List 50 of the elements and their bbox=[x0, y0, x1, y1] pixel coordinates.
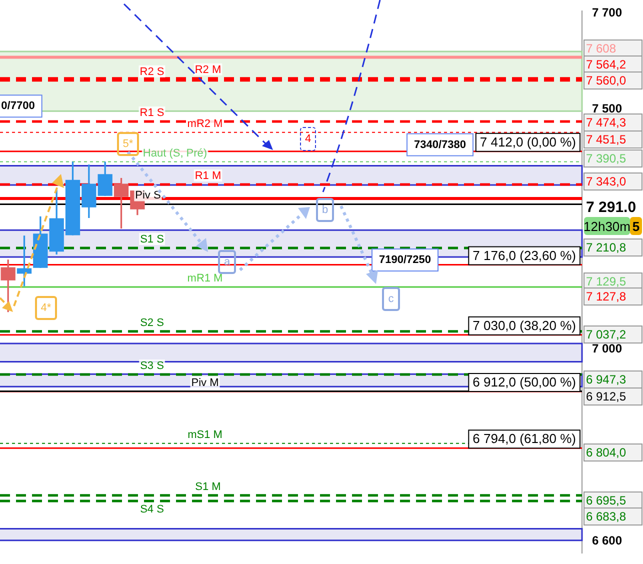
text: 7 474,3 bbox=[586, 115, 626, 130]
text: 6 804,0 bbox=[586, 445, 626, 460]
ref-line-label: 6 794,0 (61,80 %) bbox=[472, 431, 576, 446]
y-tick-label: 7 000 bbox=[592, 342, 622, 356]
band-label: 7190/7250 bbox=[379, 254, 431, 266]
annotation: c bbox=[382, 287, 400, 311]
y-tick-label: 7 700 bbox=[592, 5, 622, 20]
band-label: 0/7700 bbox=[1, 100, 35, 112]
ref-line-label: Piv M bbox=[191, 376, 219, 389]
ref-line-label: R2 M bbox=[194, 64, 222, 76]
text: 7 451,5 bbox=[586, 132, 626, 146]
text: 7 608 bbox=[586, 41, 616, 56]
text: 6 683,8 bbox=[586, 509, 626, 524]
ref-line-label: 7 412,0 (0,00 %) bbox=[480, 134, 576, 150]
text: 7 210,8 bbox=[586, 240, 626, 254]
annotation: 4 bbox=[300, 127, 316, 151]
ref-line-label: 7 176,0 (23,60 %) bbox=[472, 248, 576, 263]
text: 7 037,2 bbox=[586, 327, 626, 342]
ref-line-label: 6 912,0 (50,00 %) bbox=[472, 374, 576, 390]
ref-line-label: R2 S bbox=[140, 66, 164, 78]
text: 7 291.0 bbox=[586, 199, 636, 216]
ref-line-label: R1 M bbox=[194, 170, 222, 182]
annotation: 5* bbox=[117, 132, 139, 156]
ref-line-label: Haut (S, Pré) bbox=[142, 147, 208, 160]
text: 12h30m bbox=[584, 217, 630, 235]
y-tick-label: 6 600 bbox=[592, 534, 622, 548]
ref-line-label: 7 030,0 (38,20 %) bbox=[472, 318, 576, 333]
text: 7 127,8 bbox=[586, 289, 626, 304]
text: 7 343,0 bbox=[586, 174, 626, 188]
ref-line-label: mR1 M bbox=[187, 272, 223, 285]
ref-line-label: R1 S bbox=[140, 107, 164, 120]
ref-line-label: mS1 M bbox=[188, 428, 222, 441]
text: 6 947,3 bbox=[586, 372, 626, 386]
annotation: b bbox=[316, 198, 334, 222]
ref-line-label: S4 S bbox=[140, 504, 164, 516]
text: 7 390,5 bbox=[586, 151, 626, 166]
band-label: 7340/7380 bbox=[414, 138, 466, 151]
text: 7 129,5 bbox=[586, 274, 626, 288]
ref-line-label: S2 S bbox=[140, 316, 164, 329]
annotation: 4* bbox=[35, 296, 57, 320]
text: 6 912,5 bbox=[586, 389, 626, 404]
ref-line-label: S3 S bbox=[140, 360, 164, 372]
y-tick-label: 7 500 bbox=[592, 101, 622, 116]
ref-line-label: mR2 M bbox=[187, 118, 223, 130]
ref-line-label: S1 S bbox=[140, 234, 164, 246]
text: 6 695,5 bbox=[586, 493, 626, 508]
text: 7 564,2 bbox=[586, 57, 626, 72]
text: 5 bbox=[630, 217, 642, 235]
ref-line-label: S1 M bbox=[195, 480, 221, 493]
text: 7 560,0 bbox=[586, 73, 626, 88]
